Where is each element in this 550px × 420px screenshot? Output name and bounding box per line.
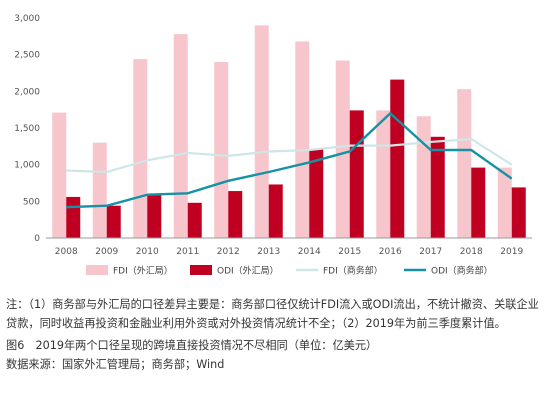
bar-odi-safe	[106, 205, 121, 238]
bar-fdi-safe	[133, 59, 148, 238]
bar-odi-safe	[228, 191, 243, 238]
bars	[52, 25, 526, 239]
bar-odi-safe	[187, 202, 202, 238]
bar-odi-safe	[147, 194, 162, 238]
y-tick-label: 2,000	[14, 87, 40, 97]
x-tick-label: 2008	[55, 247, 78, 257]
y-axis: 0 500 1,000 1,500 2,000 2,500 3,000	[14, 14, 40, 244]
bar-odi-safe	[309, 149, 324, 238]
legend-label: ODI（商务部）	[431, 265, 493, 277]
x-tick-label: 2013	[257, 247, 280, 257]
x-tick-label: 2011	[176, 247, 199, 257]
bar-odi-safe	[268, 184, 283, 238]
y-tick-label: 500	[23, 197, 40, 207]
bar-fdi-safe	[92, 142, 107, 238]
bar-fdi-safe	[457, 89, 472, 238]
legend-item: FDI（外汇局）	[86, 265, 173, 277]
data-source: 数据来源：国家外汇管理局；商务部；Wind	[6, 357, 225, 371]
x-tick-label: 2018	[460, 247, 483, 257]
note-text: 注：（1）商务部与外汇局的口径差异主要是：商务部口径仅统计FDI流入或ODI流出…	[6, 298, 539, 330]
x-tick-label: 2017	[419, 247, 442, 257]
bar-fdi-safe	[376, 110, 391, 238]
line-odi-mofcom	[66, 112, 513, 209]
bar-odi-safe	[66, 196, 81, 238]
bar-fdi-safe	[52, 112, 67, 238]
x-tick-label: 2012	[217, 247, 240, 257]
figure-caption: 图6 2019年两个口径呈现的跨境直接投资情况不尽相同（单位：亿美元）	[6, 339, 378, 352]
bar-fdi-safe	[416, 116, 431, 238]
bar-fdi-safe	[497, 167, 512, 238]
bar-odi-safe	[430, 136, 445, 238]
bar-fdi-safe	[295, 41, 310, 238]
legend-item: FDI（商务部）	[296, 265, 383, 277]
y-tick-label: 2,500	[14, 51, 40, 61]
x-tick-label: 2015	[338, 247, 361, 257]
notes: 注：（1）商务部与外汇局的口径差异主要是：商务部口径仅统计FDI流入或ODI流出…	[6, 296, 544, 374]
legend-swatch	[190, 265, 212, 275]
bar-fdi-safe	[173, 34, 188, 239]
x-tick-label: 2016	[379, 247, 402, 257]
x-tick-label: 2019	[500, 247, 523, 257]
y-tick-label: 1,500	[14, 124, 40, 134]
bar-odi-safe	[511, 187, 526, 238]
legend-label: FDI（外汇局）	[113, 265, 173, 277]
bar-fdi-safe	[214, 62, 229, 238]
legend-item: ODI（外汇局）	[190, 265, 279, 277]
bar-fdi-safe	[335, 60, 350, 239]
bar-odi-safe	[390, 79, 405, 238]
legend-label: FDI（商务部）	[323, 265, 383, 277]
legend-label: ODI（外汇局）	[217, 265, 279, 277]
y-tick-label: 1,000	[14, 161, 40, 171]
y-tick-label: 0	[34, 234, 40, 244]
lines	[66, 112, 513, 209]
x-tick-label: 2009	[95, 247, 118, 257]
bar-odi-safe	[349, 110, 364, 238]
x-tick-label: 2014	[298, 247, 321, 257]
x-axis: 2008 2009 2010 2011 2012 2013 2014 2015 2016 2017…	[55, 247, 524, 257]
bar-odi-safe	[471, 167, 486, 238]
line-fdi-mofcom	[66, 137, 513, 174]
legend-swatch	[86, 265, 108, 275]
bar-fdi-safe	[254, 25, 269, 239]
legend: FDI（外汇局） ODI（外汇局） FDI（商务部） ODI（商务部）	[86, 265, 493, 277]
x-tick-label: 2010	[136, 247, 159, 257]
y-tick-label: 3,000	[14, 14, 40, 24]
legend-item: ODI（商务部）	[404, 265, 493, 277]
